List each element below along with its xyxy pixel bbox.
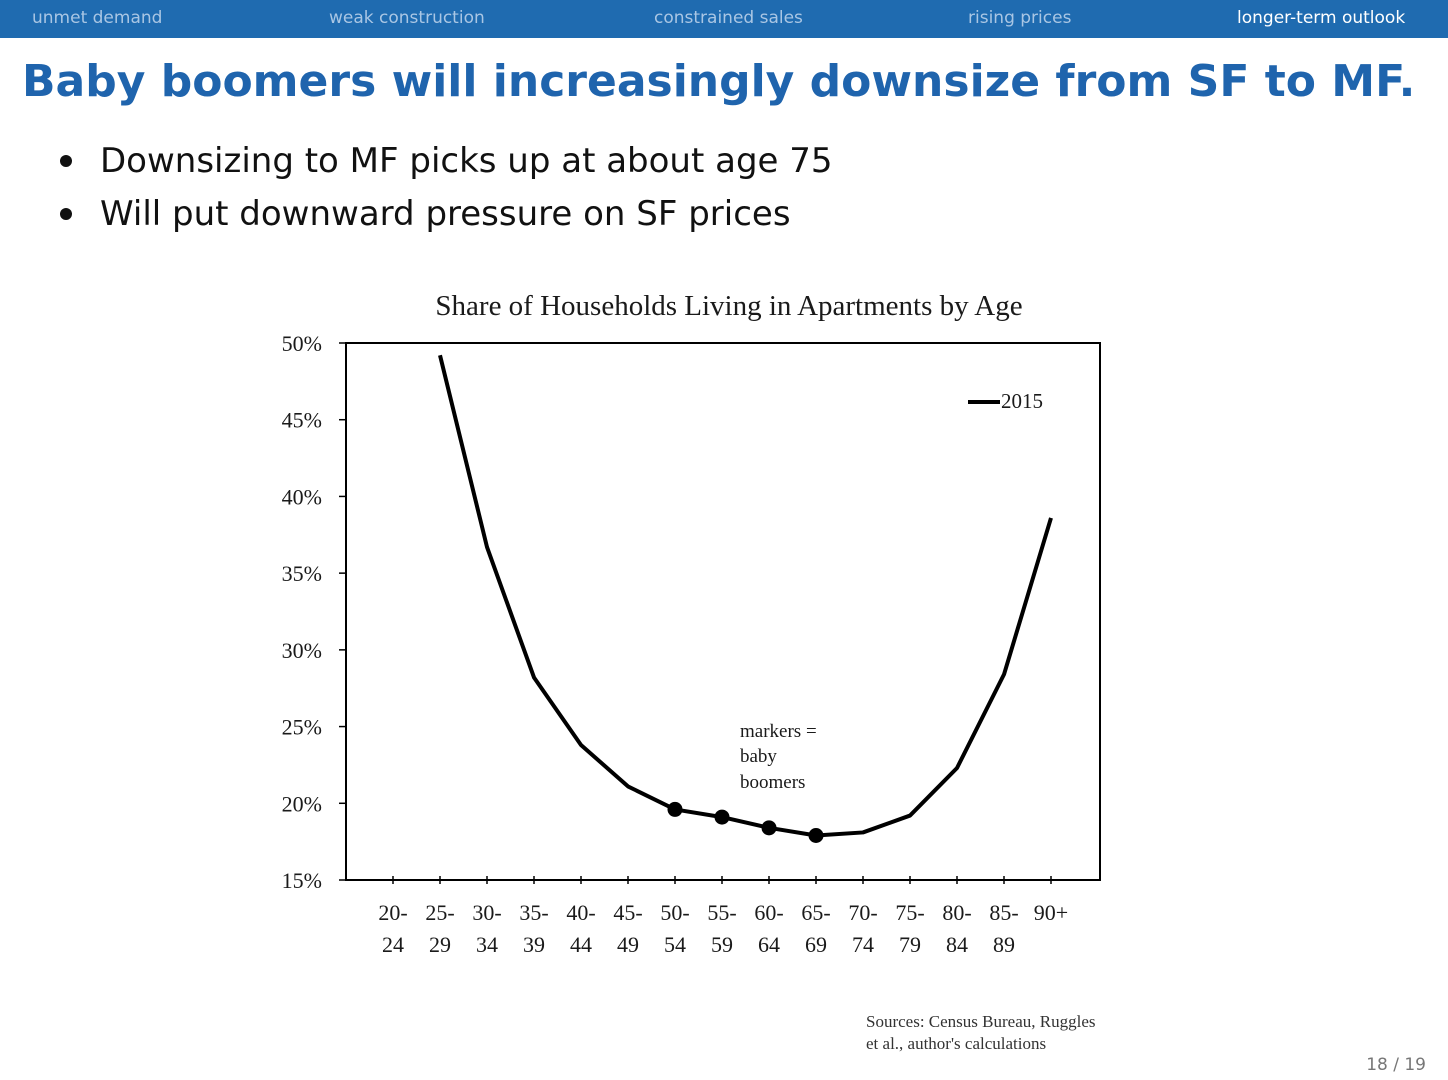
legend-label: 2015 (1001, 389, 1043, 413)
y-tick-label: 15% (282, 868, 322, 893)
nav-item-unmet-demand[interactable]: unmet demand (32, 8, 163, 28)
x-tick-label: 54 (664, 932, 686, 957)
x-tick-label: 44 (570, 932, 592, 957)
x-tick-label: 45- (613, 900, 642, 925)
nav-item-longer-term-outlook[interactable]: longer-term outlook (1237, 8, 1406, 28)
baby-boomer-marker (667, 801, 683, 817)
bullet-icon (60, 208, 72, 220)
x-tick-label: 75- (895, 900, 924, 925)
bullet-item: Will put downward pressure on SF prices (60, 188, 833, 241)
x-tick-label: 70- (848, 900, 877, 925)
nav-item-rising-prices[interactable]: rising prices (968, 8, 1072, 28)
x-tick-label: 49 (617, 932, 639, 957)
section-navbar: unmet demand weak construction constrain… (0, 0, 1448, 38)
y-tick-label: 40% (282, 484, 322, 509)
bullet-icon (60, 155, 72, 167)
nav-item-weak-construction[interactable]: weak construction (329, 8, 485, 28)
chart-legend: 2015 (968, 389, 1043, 413)
source-line: et al., author's calculations (866, 1034, 1047, 1053)
source-line: Sources: Census Bureau, Ruggles (866, 1012, 1096, 1031)
y-tick-label: 50% (282, 331, 322, 356)
annotation-line: baby (740, 746, 777, 767)
x-tick-label: 55- (707, 900, 736, 925)
x-tick-label: 20- (378, 900, 407, 925)
x-tick-label: 74 (852, 932, 874, 957)
x-tick-label: 50- (660, 900, 689, 925)
x-tick-label: 80- (942, 900, 971, 925)
x-tick-label: 30- (472, 900, 501, 925)
x-tick-label: 35- (519, 900, 548, 925)
x-tick-label: 64 (758, 932, 780, 957)
page-number: 18 / 19 (1366, 1055, 1426, 1075)
x-tick-label: 85- (989, 900, 1018, 925)
x-tick-label: 25- (425, 900, 454, 925)
x-tick-label: 69 (805, 932, 827, 957)
x-tick-label: 40- (566, 900, 595, 925)
x-tick-label: 84 (946, 932, 968, 957)
baby-boomer-marker (761, 820, 777, 836)
nav-item-constrained-sales[interactable]: constrained sales (654, 8, 803, 28)
axes-layer: 15% 20% 25% 30% 35% 40% 45% 50% 20- 24 25- 29 30- 34 3… (282, 331, 1069, 957)
chart-title: Share of Households Living in Apartments… (435, 290, 1022, 322)
y-tick-label: 25% (282, 715, 322, 740)
x-tick-label: 39 (523, 932, 545, 957)
x-tick-label: 89 (993, 932, 1015, 957)
baby-boomer-marker (808, 828, 824, 844)
chart-annotation: markers = baby boomers (740, 721, 817, 793)
x-tick-label: 34 (476, 932, 498, 957)
x-tick-label: 79 (899, 932, 921, 957)
bullet-list: Downsizing to MF picks up at about age 7… (60, 135, 833, 241)
y-tick-label: 45% (282, 408, 322, 433)
bullet-item: Downsizing to MF picks up at about age 7… (60, 135, 833, 188)
x-tick-label: 60- (754, 900, 783, 925)
plot-area-frame (345, 342, 1101, 881)
series-layer (438, 354, 1053, 844)
y-tick-label: 35% (282, 561, 322, 586)
slide-title: Baby boomers will increasingly downsize … (22, 56, 1416, 107)
baby-boomer-marker (714, 809, 730, 825)
x-tick-label: 65- (801, 900, 830, 925)
x-tick-label: 29 (429, 932, 451, 957)
annotation-line: markers = (740, 721, 817, 742)
bullet-text: Downsizing to MF picks up at about age 7… (100, 141, 833, 181)
y-tick-label: 30% (282, 638, 322, 663)
x-tick-label: 24 (382, 932, 404, 957)
series-line-2015 (438, 354, 1053, 838)
source-note: Sources: Census Bureau, Ruggles et al., … (866, 1011, 1146, 1055)
apartment-share-chart: Share of Households Living in Apartments… (282, 290, 1101, 957)
x-tick-label: 90+ (1034, 900, 1068, 925)
x-tick-label: 59 (711, 932, 733, 957)
annotation-line: boomers (740, 772, 805, 793)
y-tick-label: 20% (282, 791, 322, 816)
bullet-text: Will put downward pressure on SF prices (100, 194, 791, 234)
